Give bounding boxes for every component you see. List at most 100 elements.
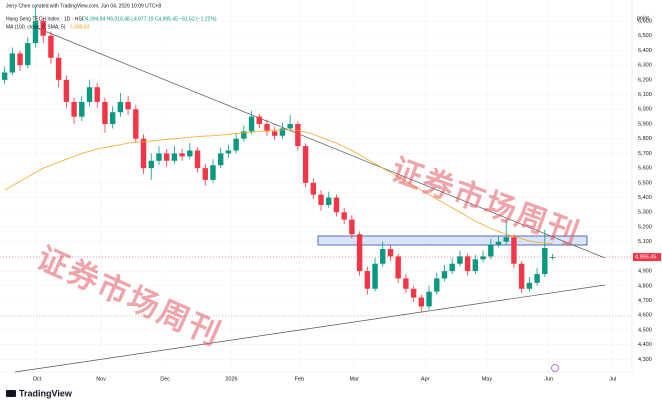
candle-body bbox=[71, 101, 77, 117]
symbol-title: Hang Seng TECH Index · 1D · HSI bbox=[6, 16, 83, 22]
y-tick-label: 4,400 bbox=[638, 342, 652, 348]
candle-body bbox=[287, 124, 293, 129]
candle-body bbox=[380, 249, 386, 264]
y-tick-label: 4,800 bbox=[638, 283, 652, 289]
y-tick-label: 5,500 bbox=[638, 180, 652, 186]
candle-body bbox=[318, 194, 324, 205]
candle-body bbox=[148, 160, 154, 169]
indicator-label: MA (100, close, 0, SMA, 5) bbox=[6, 24, 66, 30]
brand: TradingView bbox=[19, 388, 73, 398]
y-tick-label: 4,500 bbox=[638, 327, 652, 333]
candle-body bbox=[264, 124, 270, 132]
candle-body bbox=[302, 146, 309, 183]
axis-unit: point bbox=[637, 15, 649, 21]
y-tick-label: 6,000 bbox=[638, 107, 652, 113]
candle-body bbox=[387, 249, 394, 257]
y-tick-label: 6,400 bbox=[638, 48, 652, 54]
y-tick-label: 5,400 bbox=[638, 195, 652, 201]
grid bbox=[0, 0, 632, 372]
up-trend-line bbox=[14, 284, 606, 373]
candle-body bbox=[488, 244, 494, 257]
y-tick-label: 6,500 bbox=[638, 33, 652, 39]
candle-body bbox=[194, 150, 201, 169]
y-tick-label: 6,600 bbox=[638, 18, 652, 24]
y-tick-label: 5,800 bbox=[638, 136, 652, 142]
candle-body bbox=[241, 131, 247, 139]
candle-body bbox=[25, 43, 31, 66]
candle-body bbox=[210, 165, 216, 180]
candle-body bbox=[356, 234, 363, 272]
candle-body bbox=[341, 212, 347, 220]
y-tick-label: 5,300 bbox=[638, 210, 652, 216]
candle-body bbox=[511, 237, 517, 264]
resistance-zone bbox=[317, 235, 588, 246]
candle-body bbox=[372, 263, 378, 289]
y-tick-label: 5,200 bbox=[638, 224, 652, 230]
x-tick-label: Jun bbox=[544, 376, 553, 382]
candle-body bbox=[333, 197, 340, 213]
indicator-value: 5,088.83 bbox=[70, 24, 90, 30]
candle-body bbox=[472, 259, 479, 272]
candle-body bbox=[364, 271, 371, 289]
candle-body bbox=[109, 112, 116, 124]
candle-body bbox=[125, 101, 131, 110]
y-tick-label: 4,300 bbox=[638, 357, 652, 363]
candle-body bbox=[272, 131, 278, 136]
candle-body bbox=[225, 150, 232, 154]
candle-body bbox=[9, 53, 16, 73]
candle-body bbox=[248, 116, 255, 132]
last-price-label: 4,995.45 bbox=[635, 255, 656, 261]
candle-body bbox=[94, 87, 100, 102]
candle-body bbox=[426, 291, 432, 307]
candle-body bbox=[233, 138, 239, 151]
candle-body bbox=[156, 153, 162, 161]
credit: Jerry Chen created with TradingView.com,… bbox=[6, 3, 161, 9]
y-tick-label: 5,900 bbox=[638, 121, 652, 127]
candle-body bbox=[102, 101, 108, 124]
candle-body bbox=[55, 57, 62, 80]
candle-body bbox=[86, 87, 93, 102]
candle-body bbox=[117, 101, 124, 113]
candle-body bbox=[187, 150, 193, 157]
x-tick-label: Mar bbox=[349, 376, 359, 382]
y-tick-label: 5,700 bbox=[638, 151, 652, 157]
y-tick-label: 4,900 bbox=[638, 269, 652, 275]
candle-body bbox=[534, 274, 540, 283]
candle-body bbox=[395, 256, 401, 279]
candle-body bbox=[434, 278, 440, 292]
candle-body bbox=[418, 297, 425, 307]
candle-body bbox=[326, 197, 332, 205]
candle-body bbox=[457, 256, 463, 264]
x-tick-label: Dec bbox=[160, 376, 170, 382]
candle-body bbox=[503, 237, 509, 242]
candle-body bbox=[79, 101, 85, 117]
candle-body bbox=[217, 153, 224, 166]
x-tick-label: 2026 bbox=[225, 376, 237, 382]
y-tick-label: 6,100 bbox=[638, 92, 652, 98]
candle-body bbox=[480, 256, 486, 260]
candle-body bbox=[549, 257, 556, 258]
y-tick-label: 4,600 bbox=[638, 313, 652, 319]
x-tick-label: Jul bbox=[609, 376, 616, 382]
candle-body bbox=[349, 219, 355, 235]
candle-body bbox=[17, 53, 23, 66]
candle-body bbox=[518, 263, 525, 289]
candle-body bbox=[163, 153, 170, 161]
candle-body bbox=[40, 21, 46, 36]
x-tick-label: Oct bbox=[33, 376, 42, 382]
x-tick-label: May bbox=[482, 376, 493, 382]
brand-logo: TradingView bbox=[6, 388, 73, 398]
candle-body bbox=[140, 138, 147, 169]
y-tick-label: 5,600 bbox=[638, 166, 652, 172]
y-tick-label: 5,100 bbox=[638, 239, 652, 245]
y-tick-label: 4,700 bbox=[638, 298, 652, 304]
candle-body bbox=[32, 21, 39, 44]
down-trend-line bbox=[36, 27, 606, 259]
candle-body bbox=[526, 282, 533, 289]
candle-body bbox=[63, 79, 70, 102]
candle-body bbox=[133, 109, 139, 139]
candle-body bbox=[1, 72, 8, 80]
ohlc-text: O4,994.94 H5,016.48 L4,977.19 C4,995.45 … bbox=[82, 16, 217, 22]
